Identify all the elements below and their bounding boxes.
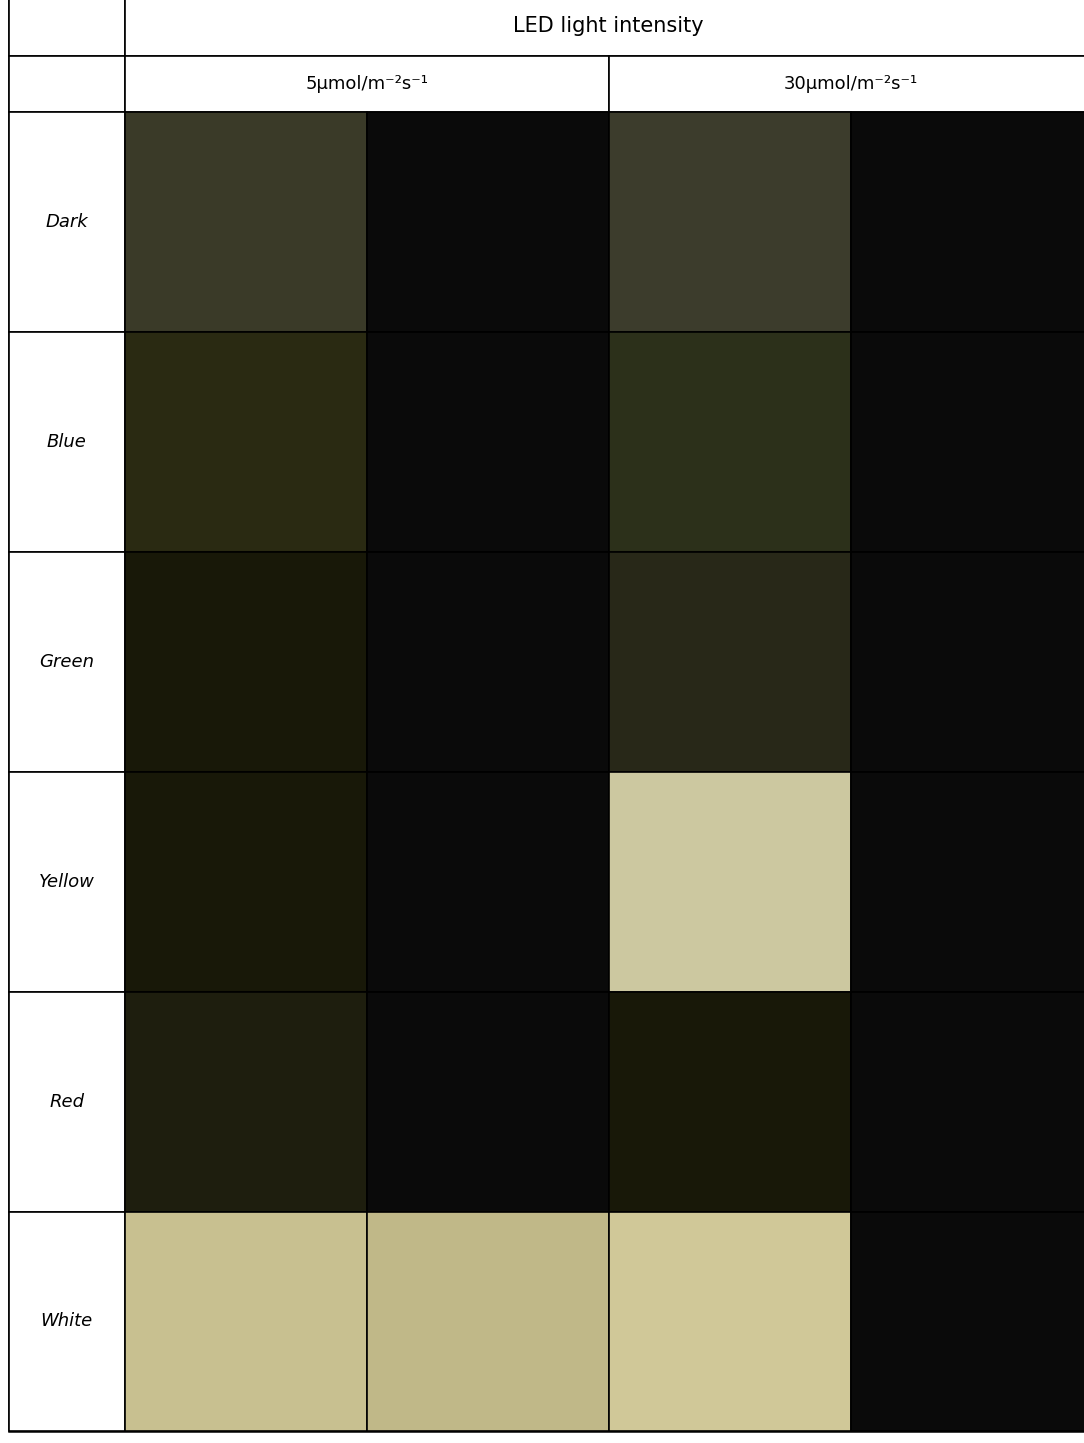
Bar [125, 0, 1084, 56]
Bar [9, 1212, 125, 1431]
Bar [851, 991, 1084, 1212]
Bar [609, 56, 1084, 113]
Bar [9, 551, 125, 772]
Text: LED light intensity: LED light intensity [514, 16, 705, 36]
Bar [851, 332, 1084, 551]
Text: Dark: Dark [46, 214, 88, 231]
Bar [851, 551, 1084, 772]
Bar [366, 551, 609, 772]
Bar [125, 332, 366, 551]
Bar [851, 1212, 1084, 1431]
Bar [125, 551, 366, 772]
Bar [609, 113, 851, 332]
Bar [9, 772, 125, 991]
Bar [609, 772, 851, 991]
Text: Green: Green [39, 652, 94, 671]
Bar [366, 772, 609, 991]
Text: White: White [40, 1313, 93, 1330]
Bar [125, 56, 609, 113]
Bar [125, 113, 366, 332]
Text: Red: Red [49, 1092, 85, 1111]
Bar [125, 772, 366, 991]
Text: 5μmol/m⁻²s⁻¹: 5μmol/m⁻²s⁻¹ [306, 75, 428, 92]
Bar [9, 332, 125, 551]
Bar [366, 1212, 609, 1431]
Bar [366, 113, 609, 332]
Bar [609, 332, 851, 551]
Text: Yellow: Yellow [39, 873, 94, 890]
Bar [9, 0, 125, 56]
Bar [125, 991, 366, 1212]
Bar [609, 551, 851, 772]
Bar [9, 991, 125, 1212]
Bar [366, 991, 609, 1212]
Text: 30μmol/m⁻²s⁻¹: 30μmol/m⁻²s⁻¹ [784, 75, 918, 92]
Bar [125, 1212, 366, 1431]
Text: Blue: Blue [47, 433, 87, 450]
Bar [851, 772, 1084, 991]
Bar [9, 56, 125, 113]
Bar [851, 113, 1084, 332]
Bar [609, 1212, 851, 1431]
Bar [366, 332, 609, 551]
Bar [9, 113, 125, 332]
Bar [609, 991, 851, 1212]
